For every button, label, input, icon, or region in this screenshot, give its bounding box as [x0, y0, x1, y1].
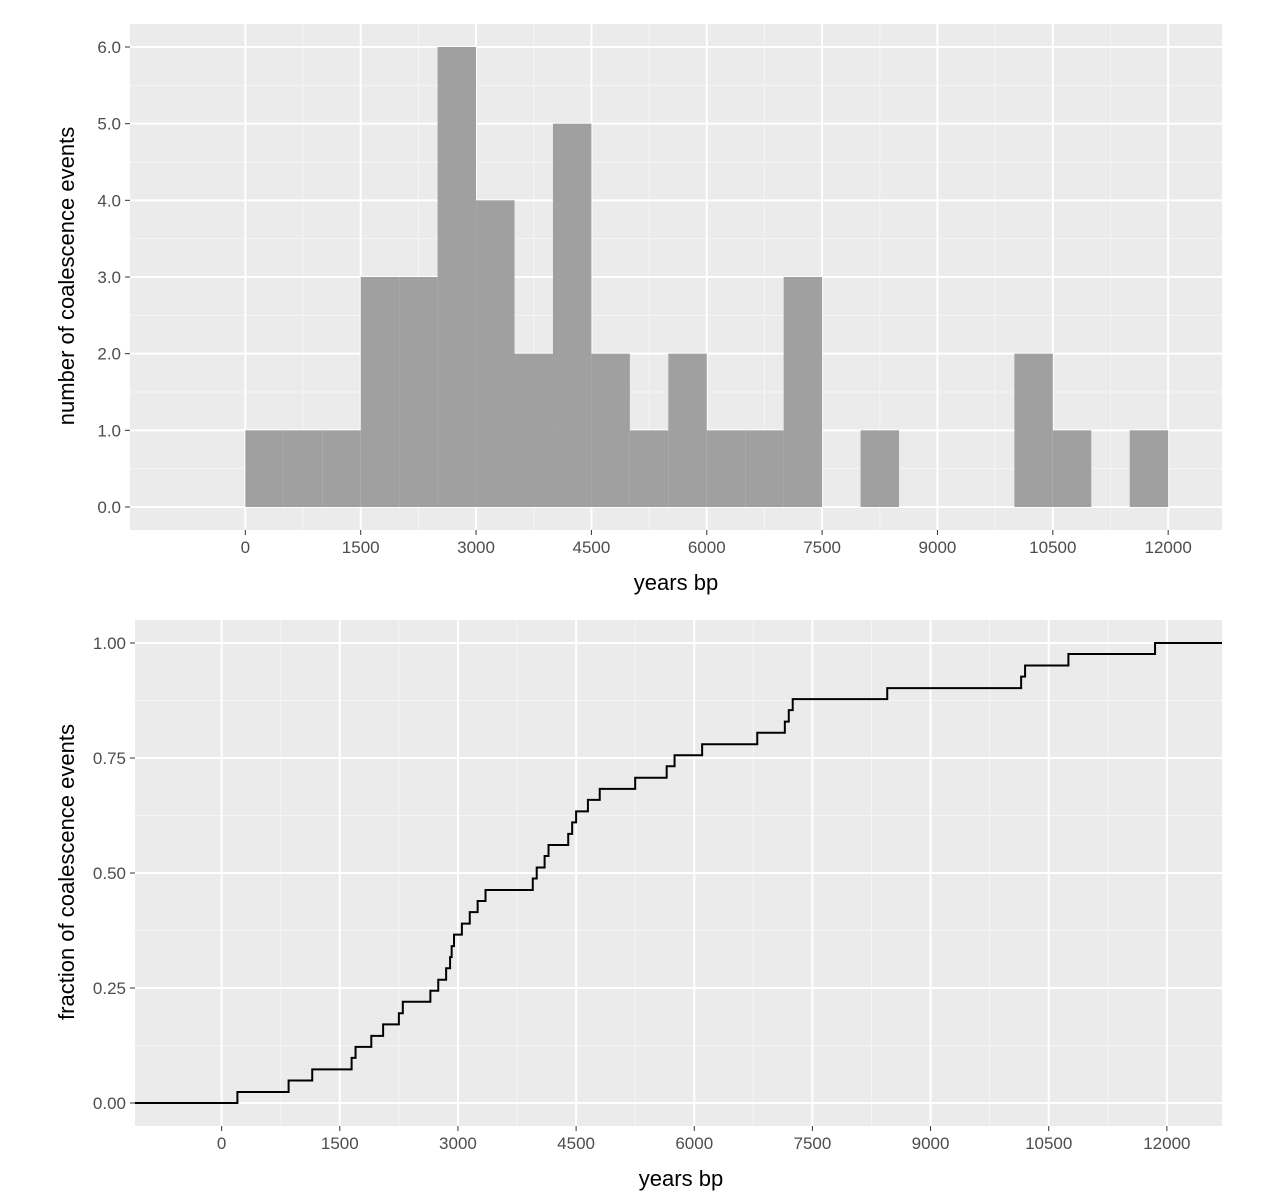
histogram-bar	[745, 430, 784, 507]
cumulative-x-axis-title: years bp	[639, 1166, 723, 1191]
y-tick-label: 0.75	[93, 749, 126, 768]
histogram-bar	[360, 277, 400, 507]
x-tick-label: 10500	[1029, 538, 1076, 557]
histogram-bars	[245, 47, 1169, 508]
y-tick-label: 4.0	[97, 191, 121, 210]
x-tick-label: 4500	[572, 538, 610, 557]
y-tick-label: 1.0	[97, 421, 121, 440]
y-tick-label: 6.0	[97, 38, 121, 57]
x-tick-label: 0	[217, 1134, 226, 1153]
x-tick-label: 6000	[675, 1134, 713, 1153]
histogram-bar	[591, 353, 630, 507]
y-tick-label: 0.50	[93, 864, 126, 883]
x-tick-label: 1500	[342, 538, 380, 557]
x-tick-label: 12000	[1145, 538, 1192, 557]
histogram-bar	[668, 353, 707, 507]
x-tick-label: 6000	[688, 538, 726, 557]
cumulative-y-axis-title: fraction of coalescence events	[54, 724, 79, 1020]
cumulative-chart: 0 1500 3000 4500 6000 7500 9000 10500 12000 0.00…	[54, 620, 1222, 1191]
histogram-bar	[860, 430, 900, 507]
histogram-bar	[1052, 430, 1092, 507]
histogram-bar	[783, 277, 823, 507]
x-tick-label: 9000	[919, 538, 957, 557]
histogram-x-axis-title: years bp	[634, 570, 718, 595]
histogram-bar	[245, 430, 284, 507]
histogram-chart: 0 1500 3000 4500 6000 7500 9000 10500 12000 0.0 1…	[54, 24, 1222, 595]
y-tick-label: 0.0	[97, 498, 121, 517]
x-tick-label: 3000	[457, 538, 495, 557]
cumulative-step-line	[135, 642, 1222, 1104]
histogram-bar	[552, 123, 592, 508]
histogram-bar	[437, 47, 477, 507]
histogram-bar	[629, 430, 669, 507]
x-tick-label: 7500	[803, 538, 841, 557]
x-tick-label: 12000	[1143, 1134, 1190, 1153]
cumulative-x-axis: 0 1500 3000 4500 6000 7500 9000 10500 12000	[217, 1126, 1191, 1153]
x-tick-label: 1500	[321, 1134, 359, 1153]
histogram-bar	[706, 430, 746, 507]
histogram-bar	[1129, 430, 1169, 507]
x-tick-label: 0	[241, 538, 250, 557]
x-tick-label: 10500	[1025, 1134, 1072, 1153]
histogram-bar	[399, 277, 438, 507]
y-tick-label: 3.0	[97, 268, 121, 287]
y-tick-label: 5.0	[97, 115, 121, 134]
histogram-bar	[476, 200, 515, 508]
y-tick-label: 0.25	[93, 979, 126, 998]
histogram-x-axis: 0 1500 3000 4500 6000 7500 9000 10500 12000	[241, 530, 1192, 557]
histogram-bar	[322, 430, 361, 507]
y-tick-label: 0.00	[93, 1094, 126, 1113]
x-tick-label: 7500	[793, 1134, 831, 1153]
histogram-bar	[283, 430, 323, 507]
cumulative-y-axis: 0.00 0.25 0.50 0.75 1.00	[93, 634, 135, 1113]
x-tick-label: 3000	[439, 1134, 477, 1153]
histogram-bar	[514, 353, 553, 507]
histogram-y-axis-title: number of coalescence events	[54, 127, 79, 425]
x-tick-label: 4500	[557, 1134, 595, 1153]
histogram-y-axis: 0.0 1.0 2.0 3.0 4.0 5.0 6.0	[97, 38, 130, 517]
y-tick-label: 2.0	[97, 345, 121, 364]
x-tick-label: 9000	[912, 1134, 950, 1153]
y-tick-label: 1.00	[93, 634, 126, 653]
cumulative-gridlines	[135, 620, 1222, 1126]
histogram-bar	[1014, 353, 1053, 507]
